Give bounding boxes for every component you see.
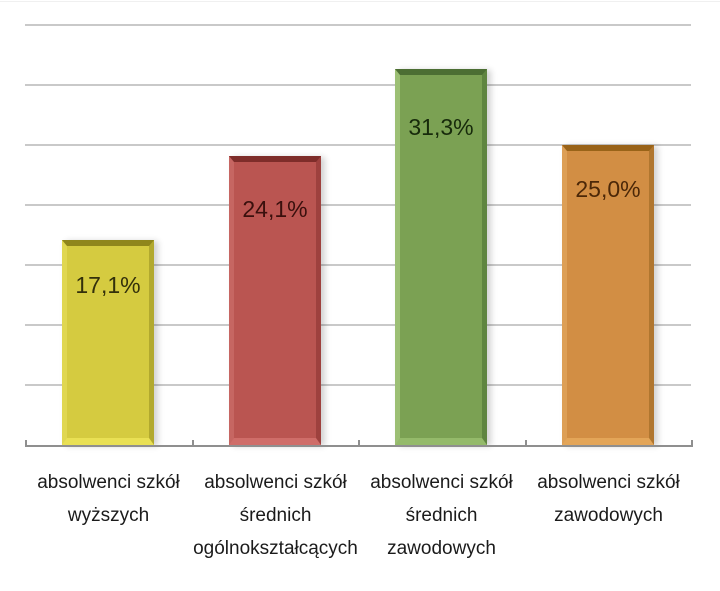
category-label-line: zawodowych [387, 538, 496, 559]
x-axis-tick [25, 440, 27, 447]
bar-value-label: 31,3% [408, 114, 474, 140]
category-label-line: absolwenci szkół [204, 472, 347, 493]
category-label-3: absolwenci szkół średnich zawodowych [350, 466, 533, 565]
gridline [25, 324, 691, 326]
category-label-line: zawodowych [554, 505, 663, 526]
gridline [25, 24, 691, 26]
category-label-4: absolwenci szkół zawodowych [517, 466, 700, 532]
gridline [25, 384, 691, 386]
gridline [25, 144, 691, 146]
x-axis-tick [192, 440, 194, 447]
x-axis-tick [525, 440, 527, 447]
bar-2 [229, 156, 321, 445]
category-label-2: absolwenci szkół średnich ogólnokształcący… [184, 466, 367, 565]
category-label-line: średnich [239, 505, 312, 526]
category-label-line: wyższych [67, 505, 150, 526]
gridline [25, 264, 691, 266]
category-label-line: średnich [405, 505, 478, 526]
bar-value-label: 24,1% [242, 196, 308, 222]
bar-value-label: 25,0% [575, 176, 641, 202]
gridline [25, 84, 691, 86]
bar-4 [562, 145, 654, 445]
category-label-1: absolwenci szkół wyższych [17, 466, 200, 532]
bar-value-label: 17,1% [75, 272, 141, 298]
x-axis-tick [358, 440, 360, 447]
x-axis-tick [691, 440, 693, 447]
chart-top-border [0, 1, 720, 2]
category-label-line: absolwenci szkół [537, 472, 680, 493]
bar-1 [62, 240, 154, 445]
gridline [25, 204, 691, 206]
bar-3 [395, 69, 487, 445]
category-label-line: ogólnokształcących [193, 538, 358, 559]
category-label-line: absolwenci szkół [370, 472, 513, 493]
category-label-line: absolwenci szkół [37, 472, 180, 493]
